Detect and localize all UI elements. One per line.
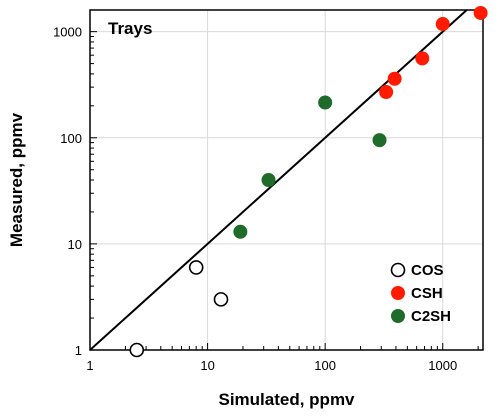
c2sh-point: [261, 173, 276, 187]
y-tick-labels: 1 10 100 1000: [53, 25, 82, 358]
csh-point: [379, 84, 394, 99]
legend-marker-csh: [391, 286, 405, 300]
legend: COS CSH C2SH: [390, 262, 451, 325]
c2sh-point: [233, 224, 248, 239]
tick-marks: [89, 31, 479, 351]
x-tick-label: 10: [200, 358, 214, 373]
parity-line: [89, 9, 468, 351]
csh-point: [473, 5, 488, 20]
x-tick-label: 1000: [428, 358, 457, 373]
csh-point: [435, 17, 450, 32]
x-tick-labels: 1 10 100 1000: [86, 358, 457, 373]
legend-marker-c2sh: [391, 309, 405, 323]
y-tick-label: 10: [68, 237, 82, 252]
x-axis-label: Simulated, ppmv: [218, 390, 355, 409]
y-axis-label: Measured, ppmv: [7, 112, 26, 247]
c2sh-point: [318, 95, 333, 110]
cos-point: [129, 342, 145, 358]
y-tick-label: 100: [60, 131, 82, 146]
csh-point: [415, 51, 430, 66]
legend-marker-cos: [390, 262, 406, 278]
legend-label-csh: CSH: [411, 285, 443, 302]
x-tick-label: 1: [86, 358, 93, 373]
x-tick-label: 100: [314, 358, 336, 373]
csh-point: [387, 71, 402, 86]
legend-label-c2sh: C2SH: [411, 308, 451, 325]
legend-label-cos: COS: [411, 262, 444, 279]
c2sh-point: [372, 133, 387, 148]
cos-point: [213, 292, 229, 307]
chart-title: Trays: [108, 19, 152, 38]
cos-point: [188, 260, 204, 275]
data-points: [129, 5, 488, 358]
y-tick-label: 1000: [53, 25, 82, 40]
y-tick-label: 1: [75, 343, 82, 358]
